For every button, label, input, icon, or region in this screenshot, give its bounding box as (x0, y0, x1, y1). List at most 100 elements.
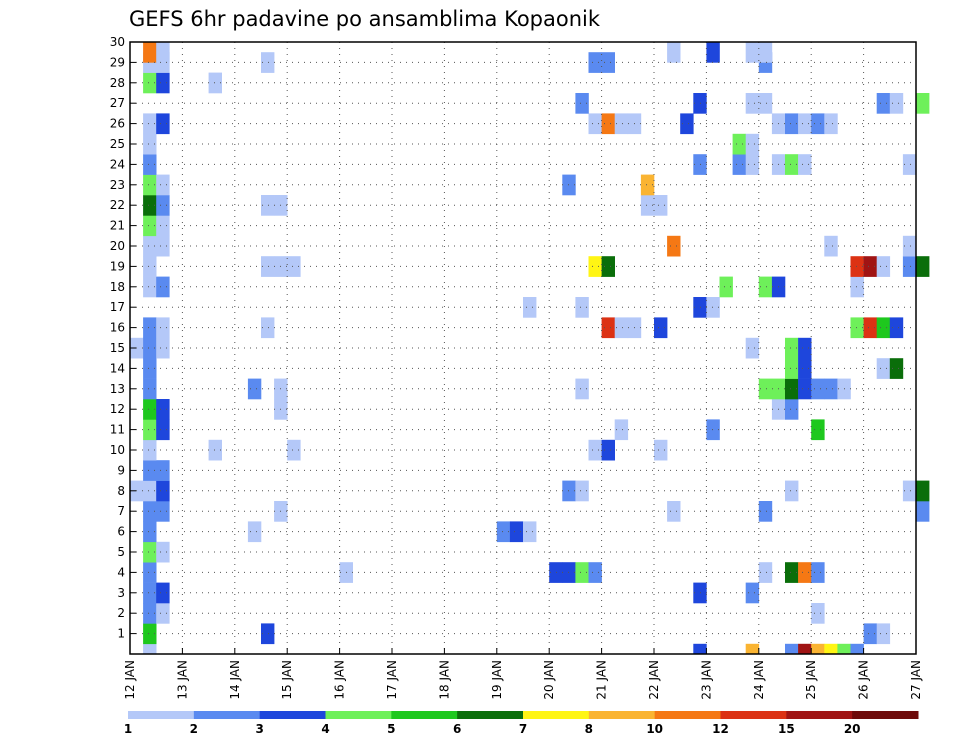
precip-cell (876, 93, 891, 114)
precip-cell (143, 501, 157, 522)
colorbar-tick-label: 7 (519, 722, 527, 736)
precip-cell (706, 419, 720, 441)
precip-cell (156, 317, 170, 339)
y-tick-label: 1 (117, 627, 125, 641)
x-tick-label: 12 JAN (123, 660, 137, 700)
y-tick-label: 8 (117, 484, 125, 498)
precip-cell (575, 93, 589, 114)
precip-cell (850, 643, 864, 655)
precip-cell (785, 643, 799, 655)
precip-cell (889, 93, 904, 114)
y-tick-label: 14 (110, 361, 125, 375)
precip-cell (745, 154, 760, 175)
precip-cell (143, 358, 157, 379)
y-tick-label: 23 (110, 178, 125, 192)
precip-cell (143, 276, 157, 298)
colorbar-segment (654, 711, 721, 719)
precip-cell (785, 358, 799, 379)
precip-cell (640, 195, 655, 216)
precip-cell (588, 562, 602, 583)
y-tick-label: 19 (110, 259, 125, 273)
y-tick-label: 4 (117, 565, 125, 579)
precip-cell (850, 256, 864, 277)
precip-cell (811, 603, 825, 624)
precip-cell (916, 501, 930, 522)
precip-cell (143, 72, 157, 94)
x-tick-label: 20 JAN (542, 660, 556, 700)
precip-cell (745, 133, 760, 155)
y-tick-label: 7 (117, 504, 125, 518)
precip-cell (916, 93, 930, 114)
precip-cell (798, 562, 812, 583)
precip-cell (811, 113, 825, 135)
precip-cell (261, 256, 275, 277)
colorbar-tick-label: 12 (712, 722, 729, 736)
precip-cell (143, 521, 157, 543)
x-tick-label: 27 JAN (909, 660, 923, 700)
y-tick-label: 22 (110, 198, 125, 212)
precip-cell (156, 460, 170, 481)
precip-cell (680, 113, 694, 135)
precip-cell (745, 42, 760, 63)
x-tick-label: 21 JAN (595, 660, 609, 700)
y-tick-label: 15 (110, 341, 125, 355)
precip-cell (785, 154, 799, 175)
y-tick-label: 30 (110, 35, 125, 49)
colorbar-tick-label: 5 (387, 722, 395, 736)
precip-cell (156, 72, 170, 94)
colorbar: 1 2 3 4 5 6 7 8 10 12 15 20 (124, 711, 919, 736)
precip-cell (208, 72, 222, 94)
precip-cell (785, 562, 799, 583)
precip-cell (916, 256, 930, 277)
precip-cell (758, 501, 773, 522)
precip-cell (902, 154, 917, 175)
precip-cell (614, 419, 629, 441)
precip-cell (143, 235, 157, 257)
colorbar-segment (720, 711, 787, 719)
precip-cell (798, 358, 812, 379)
precip-cell (143, 195, 157, 216)
y-tick-label: 2 (117, 606, 125, 620)
precip-cell (889, 358, 904, 379)
y-tick-label: 18 (110, 280, 125, 294)
x-tick-label: 25 JAN (804, 660, 818, 700)
precip-cell (261, 317, 275, 339)
x-tick-label: 16 JAN (333, 660, 347, 700)
precip-cell (850, 317, 864, 339)
precip-cell (732, 154, 746, 175)
precip-cell (902, 235, 917, 257)
precip-cell (156, 399, 170, 420)
precip-cell (614, 317, 629, 339)
precip-cell (745, 582, 760, 604)
y-tick-label: 26 (110, 117, 125, 131)
precip-cell (143, 133, 157, 155)
precip-cell (156, 480, 170, 502)
colorbar-segment (391, 711, 458, 719)
precip-cell (601, 256, 615, 277)
precip-cell (745, 643, 760, 655)
precip-cell (601, 52, 615, 73)
precip-cell (758, 378, 773, 400)
precip-cell (496, 521, 511, 543)
precip-cell (811, 378, 825, 400)
precip-cell (785, 480, 799, 502)
precip-cell (156, 501, 170, 522)
precip-cell (143, 623, 157, 645)
precip-cell (143, 399, 157, 420)
precip-cell (837, 643, 851, 655)
y-tick-label: 21 (110, 219, 125, 233)
precip-cell (798, 113, 812, 135)
x-tick-label: 26 JAN (857, 660, 871, 700)
y-tick-label: 11 (110, 423, 125, 437)
precip-cell (640, 174, 655, 196)
precip-cell (588, 113, 602, 135)
x-tick-label: 23 JAN (699, 660, 713, 700)
precip-cell (287, 256, 301, 277)
precip-cell (156, 276, 170, 298)
y-tick-label: 29 (110, 55, 125, 69)
precip-cell (143, 460, 157, 481)
precip-cell (811, 419, 825, 441)
precip-cell (811, 643, 825, 655)
precip-cell (509, 521, 524, 543)
colorbar-segment (193, 711, 261, 719)
